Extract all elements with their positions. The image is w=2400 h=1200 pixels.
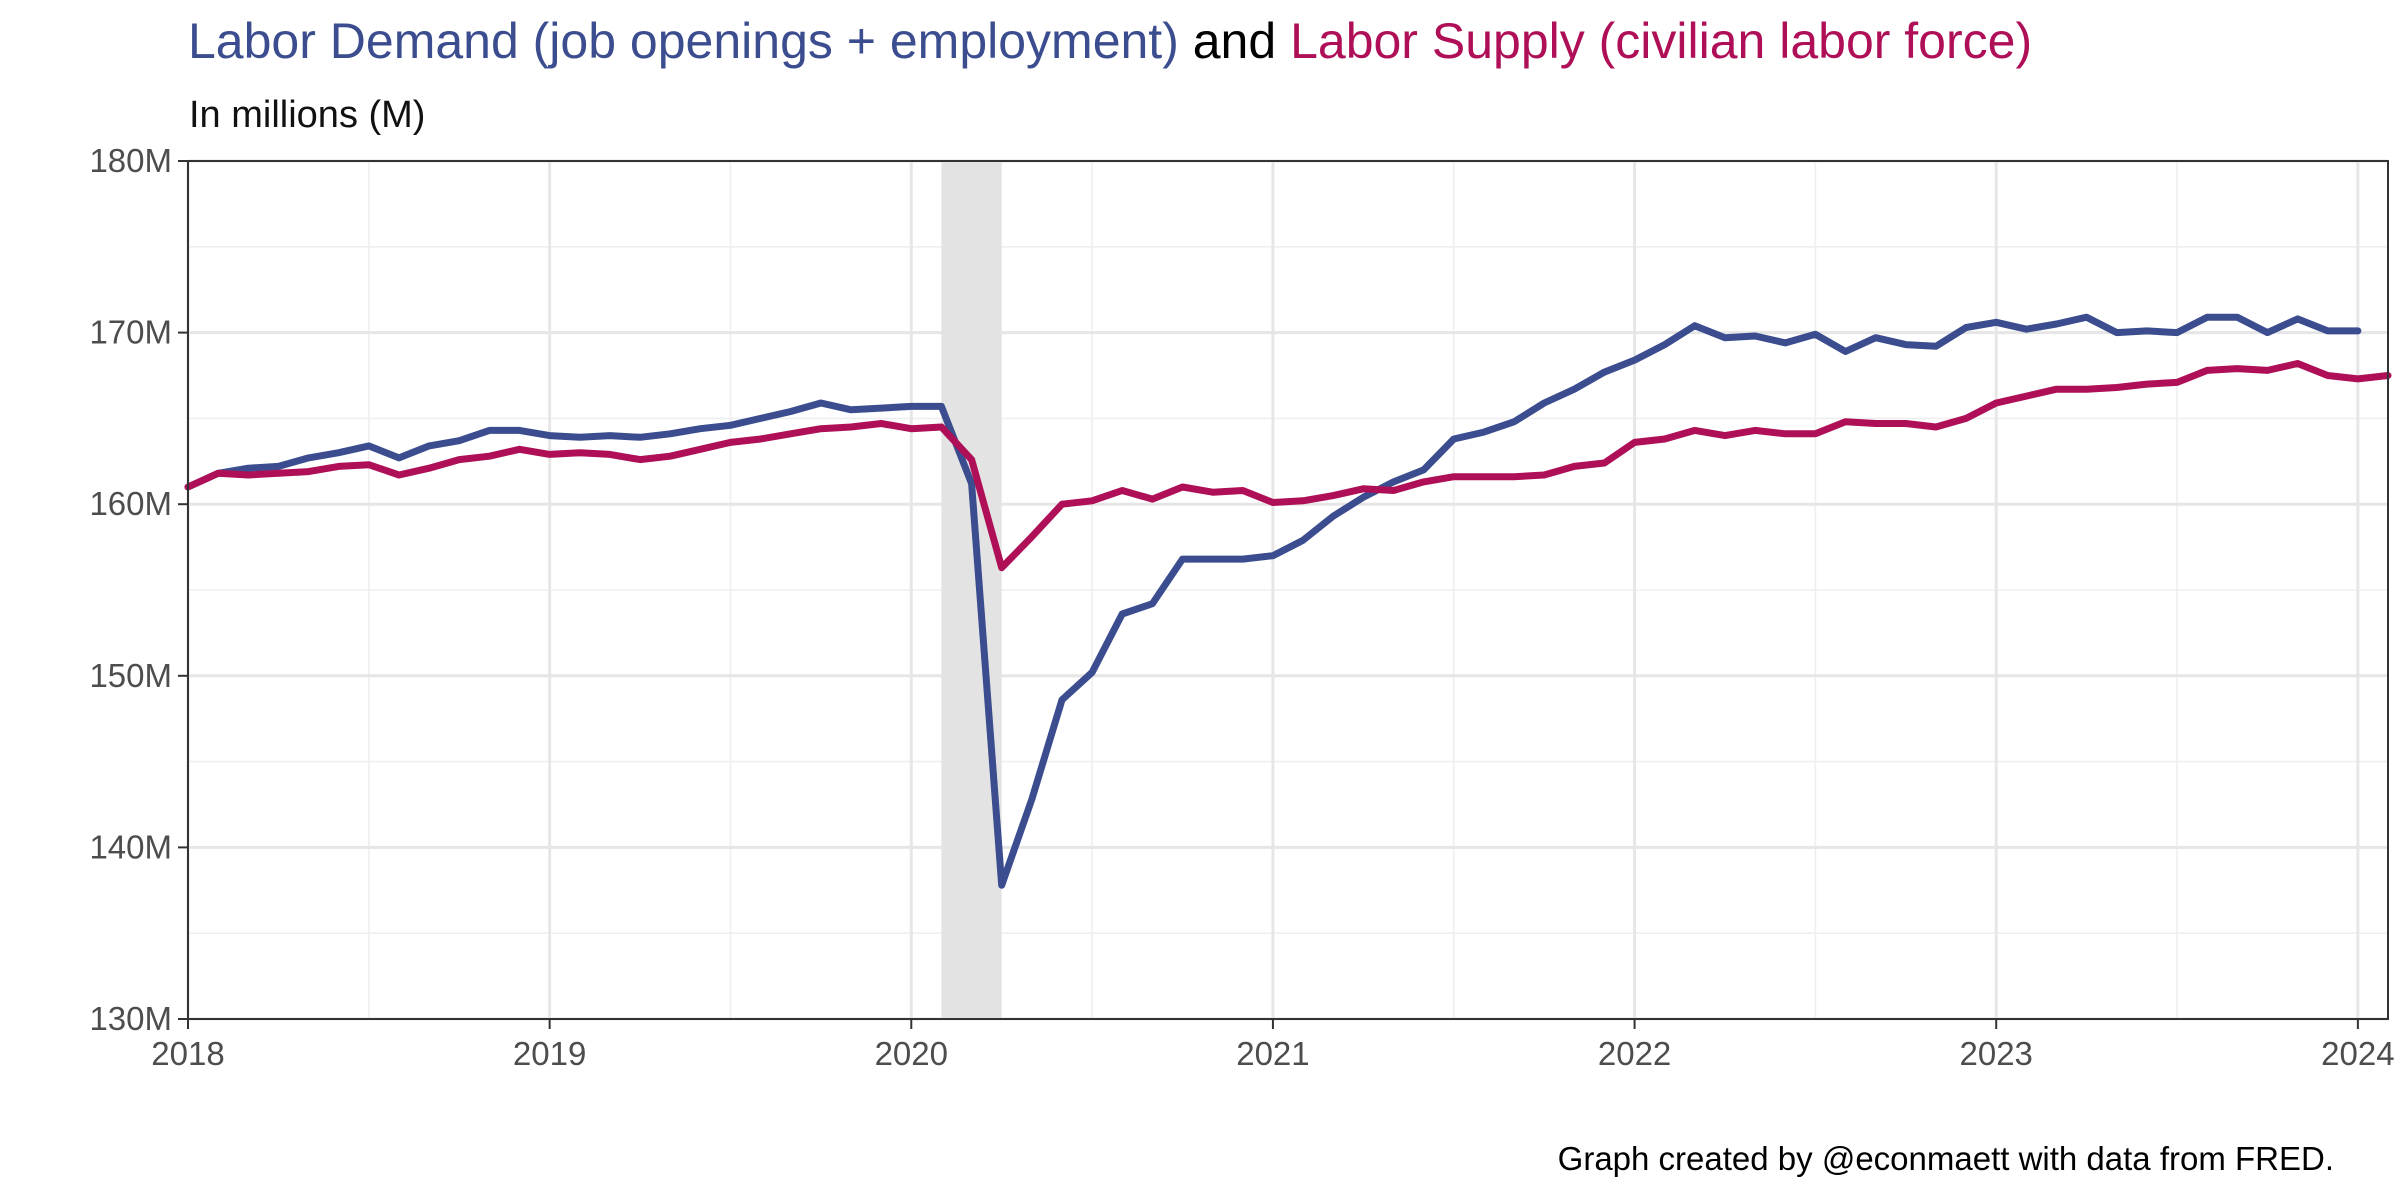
axes [178, 160, 2389, 1029]
chart-caption: Graph created by @econmaett with data fr… [1558, 1140, 2334, 1177]
y-tick-label: 140M [89, 828, 172, 865]
title-part-1: and [1179, 13, 1290, 69]
y-tick-label: 160M [89, 485, 172, 522]
tick-labels: 130M 140M 150M 160M 170M 180M 2018 2019 2020 2021… [89, 142, 2394, 1072]
title-part-0: Labor Demand (job openings + employment) [188, 13, 1179, 69]
series-line-0 [184, 313, 2362, 889]
recession-band [941, 161, 1002, 1019]
x-tick-label: 2023 [1960, 1035, 2033, 1072]
x-tick-label: 2018 [151, 1035, 224, 1072]
y-tick-label: 180M [89, 142, 172, 179]
chart-title: Labor Demand (job openings + employment)… [188, 13, 2032, 69]
x-tick-label: 2022 [1598, 1035, 1671, 1072]
y-tick-label: 150M [89, 657, 172, 694]
chart-subtitle: In millions (M) [189, 94, 425, 136]
x-tick-label: 2024 [2321, 1035, 2394, 1072]
series-lines [184, 313, 2392, 889]
y-tick-label: 130M [89, 1000, 172, 1037]
title-part-2: Labor Supply (civilian labor force) [1290, 13, 2032, 69]
series-line-1 [184, 360, 2392, 572]
x-tick-label: 2021 [1236, 1035, 1309, 1072]
plot-border [187, 160, 2389, 1020]
y-tick-label: 170M [89, 314, 172, 351]
recession-shading [941, 161, 1002, 1019]
x-tick-label: 2019 [513, 1035, 586, 1072]
x-tick-label: 2020 [875, 1035, 948, 1072]
